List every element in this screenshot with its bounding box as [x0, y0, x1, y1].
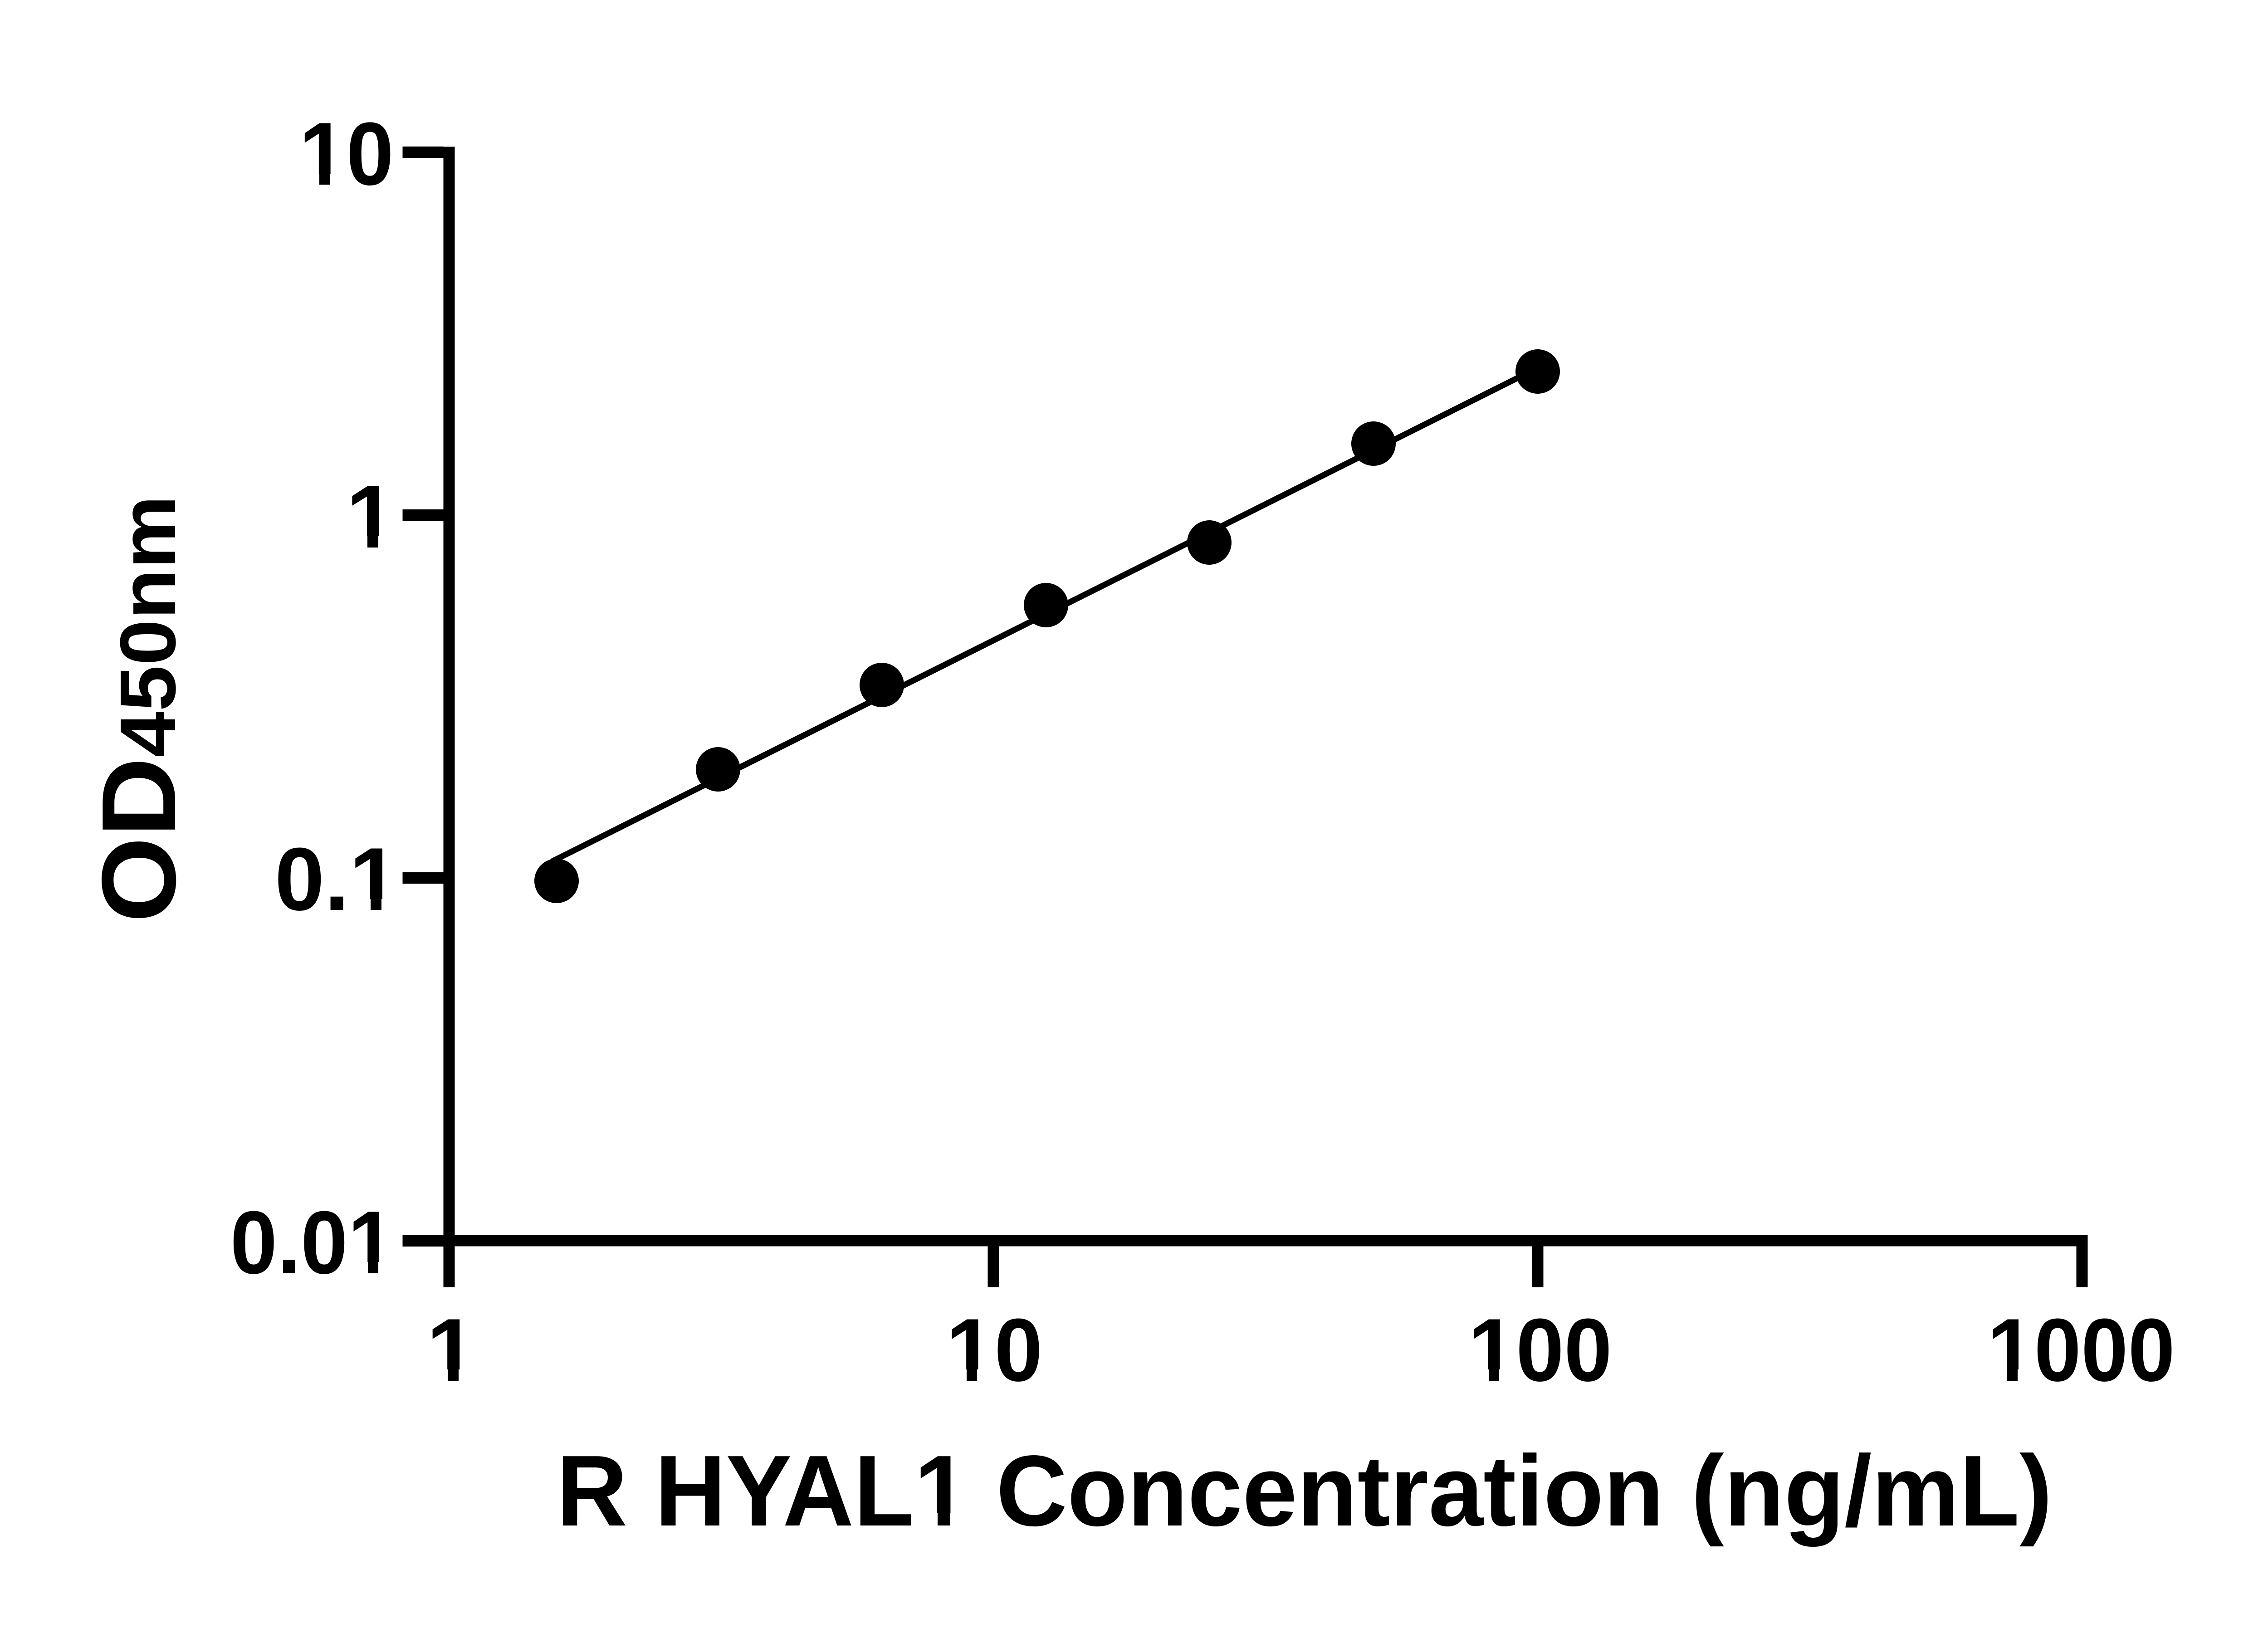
- svg-text:10: 10: [299, 104, 394, 204]
- svg-text:1000: 1000: [1987, 1300, 2175, 1400]
- svg-text:10: 10: [946, 1300, 1043, 1400]
- svg-text:0.01: 0.01: [230, 1193, 395, 1292]
- svg-text:100: 100: [1468, 1300, 1612, 1400]
- svg-text:R HYAL1 Concentration (ng/mL): R HYAL1 Concentration (ng/mL): [557, 1435, 2053, 1547]
- svg-text:1: 1: [346, 467, 396, 567]
- svg-text:0.1: 0.1: [275, 829, 399, 929]
- svg-text:1: 1: [426, 1300, 476, 1400]
